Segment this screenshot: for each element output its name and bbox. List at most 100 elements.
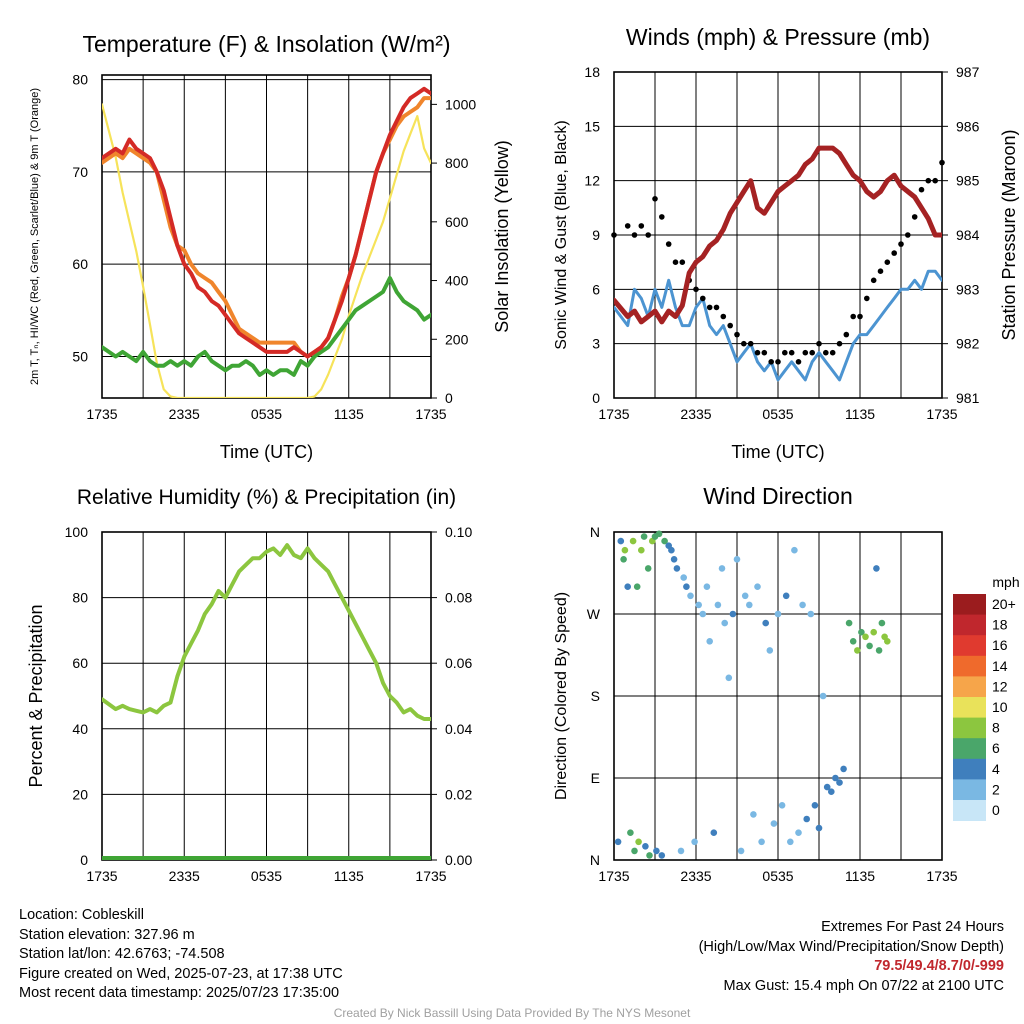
- direction-point: [620, 556, 627, 563]
- direction-point: [629, 537, 637, 545]
- gust-point: [925, 177, 932, 184]
- legend-label: 6: [992, 740, 1000, 756]
- direction-point: [849, 638, 857, 645]
- x-tick-label: 1735: [926, 406, 957, 422]
- direction-point: [673, 565, 681, 572]
- gust-point: [891, 250, 897, 256]
- direction-point: [729, 610, 737, 618]
- gust-point: [884, 259, 891, 266]
- max-gust-text: Max Gust: 15.4 mph On 07/22 at 2100 UTC: [723, 977, 1004, 994]
- y-axis-label: Direction (Colored By Speed): [553, 592, 570, 800]
- gust-point: [638, 223, 645, 229]
- x-tick-label: 0535: [762, 406, 793, 422]
- y-tick-label: 50: [72, 348, 88, 364]
- y2-tick-label: 985: [956, 173, 980, 189]
- direction-point: [640, 533, 648, 540]
- direction-point: [683, 583, 690, 590]
- legend-label: 2: [992, 781, 1000, 797]
- gust-point: [850, 313, 856, 320]
- gust-point: [761, 349, 768, 356]
- direction-point: [638, 546, 645, 554]
- gust-point: [713, 304, 720, 311]
- legend-swatch: [953, 717, 986, 739]
- legend-label: 18: [992, 617, 1008, 633]
- x-tick-label: 1735: [415, 868, 446, 884]
- credit-text: Created By Nick Bassill Using Data Provi…: [333, 1006, 691, 1020]
- direction-point: [758, 838, 765, 846]
- y2-tick-label: 0: [445, 390, 453, 406]
- x-tick-label: 1735: [926, 868, 957, 884]
- direction-point: [823, 783, 831, 791]
- y-tick-label: N: [590, 852, 600, 868]
- y2-tick-label: 800: [445, 155, 469, 171]
- legend-label: 12: [992, 678, 1008, 694]
- direction-point: [811, 802, 819, 809]
- recent-text: Most recent data timestamp: 2025/07/23 1…: [19, 985, 340, 1002]
- legend-swatch: [953, 800, 986, 821]
- latlon-text: Station lat/lon: 42.6763; -74.508: [19, 946, 225, 963]
- direction-point: [631, 847, 638, 855]
- legend-swatch: [953, 738, 986, 760]
- direction-point: [866, 642, 873, 650]
- direction-point: [875, 647, 883, 654]
- direction-point: [795, 829, 802, 836]
- direction-point: [819, 692, 827, 700]
- gust-point: [911, 214, 918, 220]
- y2-tick-label: 400: [445, 273, 469, 289]
- direction-point: [658, 852, 666, 859]
- direction-point: [655, 530, 663, 538]
- extremes-subtitle: (High/Low/Max Wind/Precipitation/Snow De…: [698, 938, 1004, 955]
- gust-point: [809, 349, 815, 356]
- y-tick-label: 18: [584, 64, 600, 80]
- gust-point: [624, 223, 631, 229]
- gust-point: [775, 359, 781, 365]
- direction-point: [741, 592, 749, 600]
- legend-label: 20+: [992, 596, 1016, 612]
- location-text: Location: Cobleskill: [19, 907, 144, 923]
- direction-point: [725, 674, 733, 682]
- direction-point: [746, 601, 753, 609]
- x-tick-label: 1735: [86, 406, 117, 422]
- direction-point: [845, 619, 853, 627]
- y-axis-label: 2m T, Tₙ, HI/WC (Red, Green, Scarlet/Blu…: [29, 88, 41, 385]
- x-tick-label: 2335: [169, 406, 200, 422]
- legend-swatch: [953, 676, 986, 698]
- gust-point: [727, 322, 733, 329]
- gust-point: [659, 214, 665, 220]
- x-tick-label: 1735: [86, 868, 117, 884]
- gust-point: [864, 295, 870, 302]
- y-tick-label: E: [591, 770, 600, 786]
- direction-point: [815, 824, 823, 832]
- direction-point: [614, 838, 622, 846]
- x-tick-label: 0535: [251, 406, 282, 422]
- direction-point: [782, 592, 790, 600]
- direction-point: [878, 619, 886, 627]
- direction-point: [680, 574, 687, 581]
- x-tick-label: 1135: [334, 868, 364, 884]
- y-tick-label: 15: [584, 118, 600, 134]
- direction-point: [766, 647, 774, 654]
- direction-point: [699, 610, 707, 618]
- gust-point: [631, 232, 638, 238]
- y-axis-label: Percent & Precipitation: [26, 604, 46, 787]
- y2-tick-label: 984: [956, 227, 980, 243]
- direction-point: [633, 583, 641, 590]
- gust-point: [693, 286, 699, 293]
- direction-point: [737, 847, 745, 855]
- station-info: Location: Cobleskill Station elevation: …: [19, 906, 343, 1004]
- legend-title: mph: [992, 574, 1019, 590]
- x-tick-label: 2335: [680, 406, 711, 422]
- direction-point: [799, 601, 806, 609]
- y-tick-label: 20: [72, 786, 88, 802]
- direction-point: [778, 802, 786, 809]
- gust-point: [932, 177, 938, 184]
- created-text: Figure created on Wed, 2025-07-23, at 17…: [19, 965, 343, 982]
- direction-point: [703, 583, 711, 590]
- y2-axis-label: Station Pressure (Maroon): [999, 129, 1019, 340]
- y2-tick-label: 0.10: [445, 524, 472, 540]
- legend-swatch: [953, 758, 986, 780]
- y-tick-label: 80: [72, 590, 88, 606]
- direction-point: [862, 633, 869, 641]
- gust-point: [857, 313, 863, 320]
- direction-point: [661, 537, 668, 545]
